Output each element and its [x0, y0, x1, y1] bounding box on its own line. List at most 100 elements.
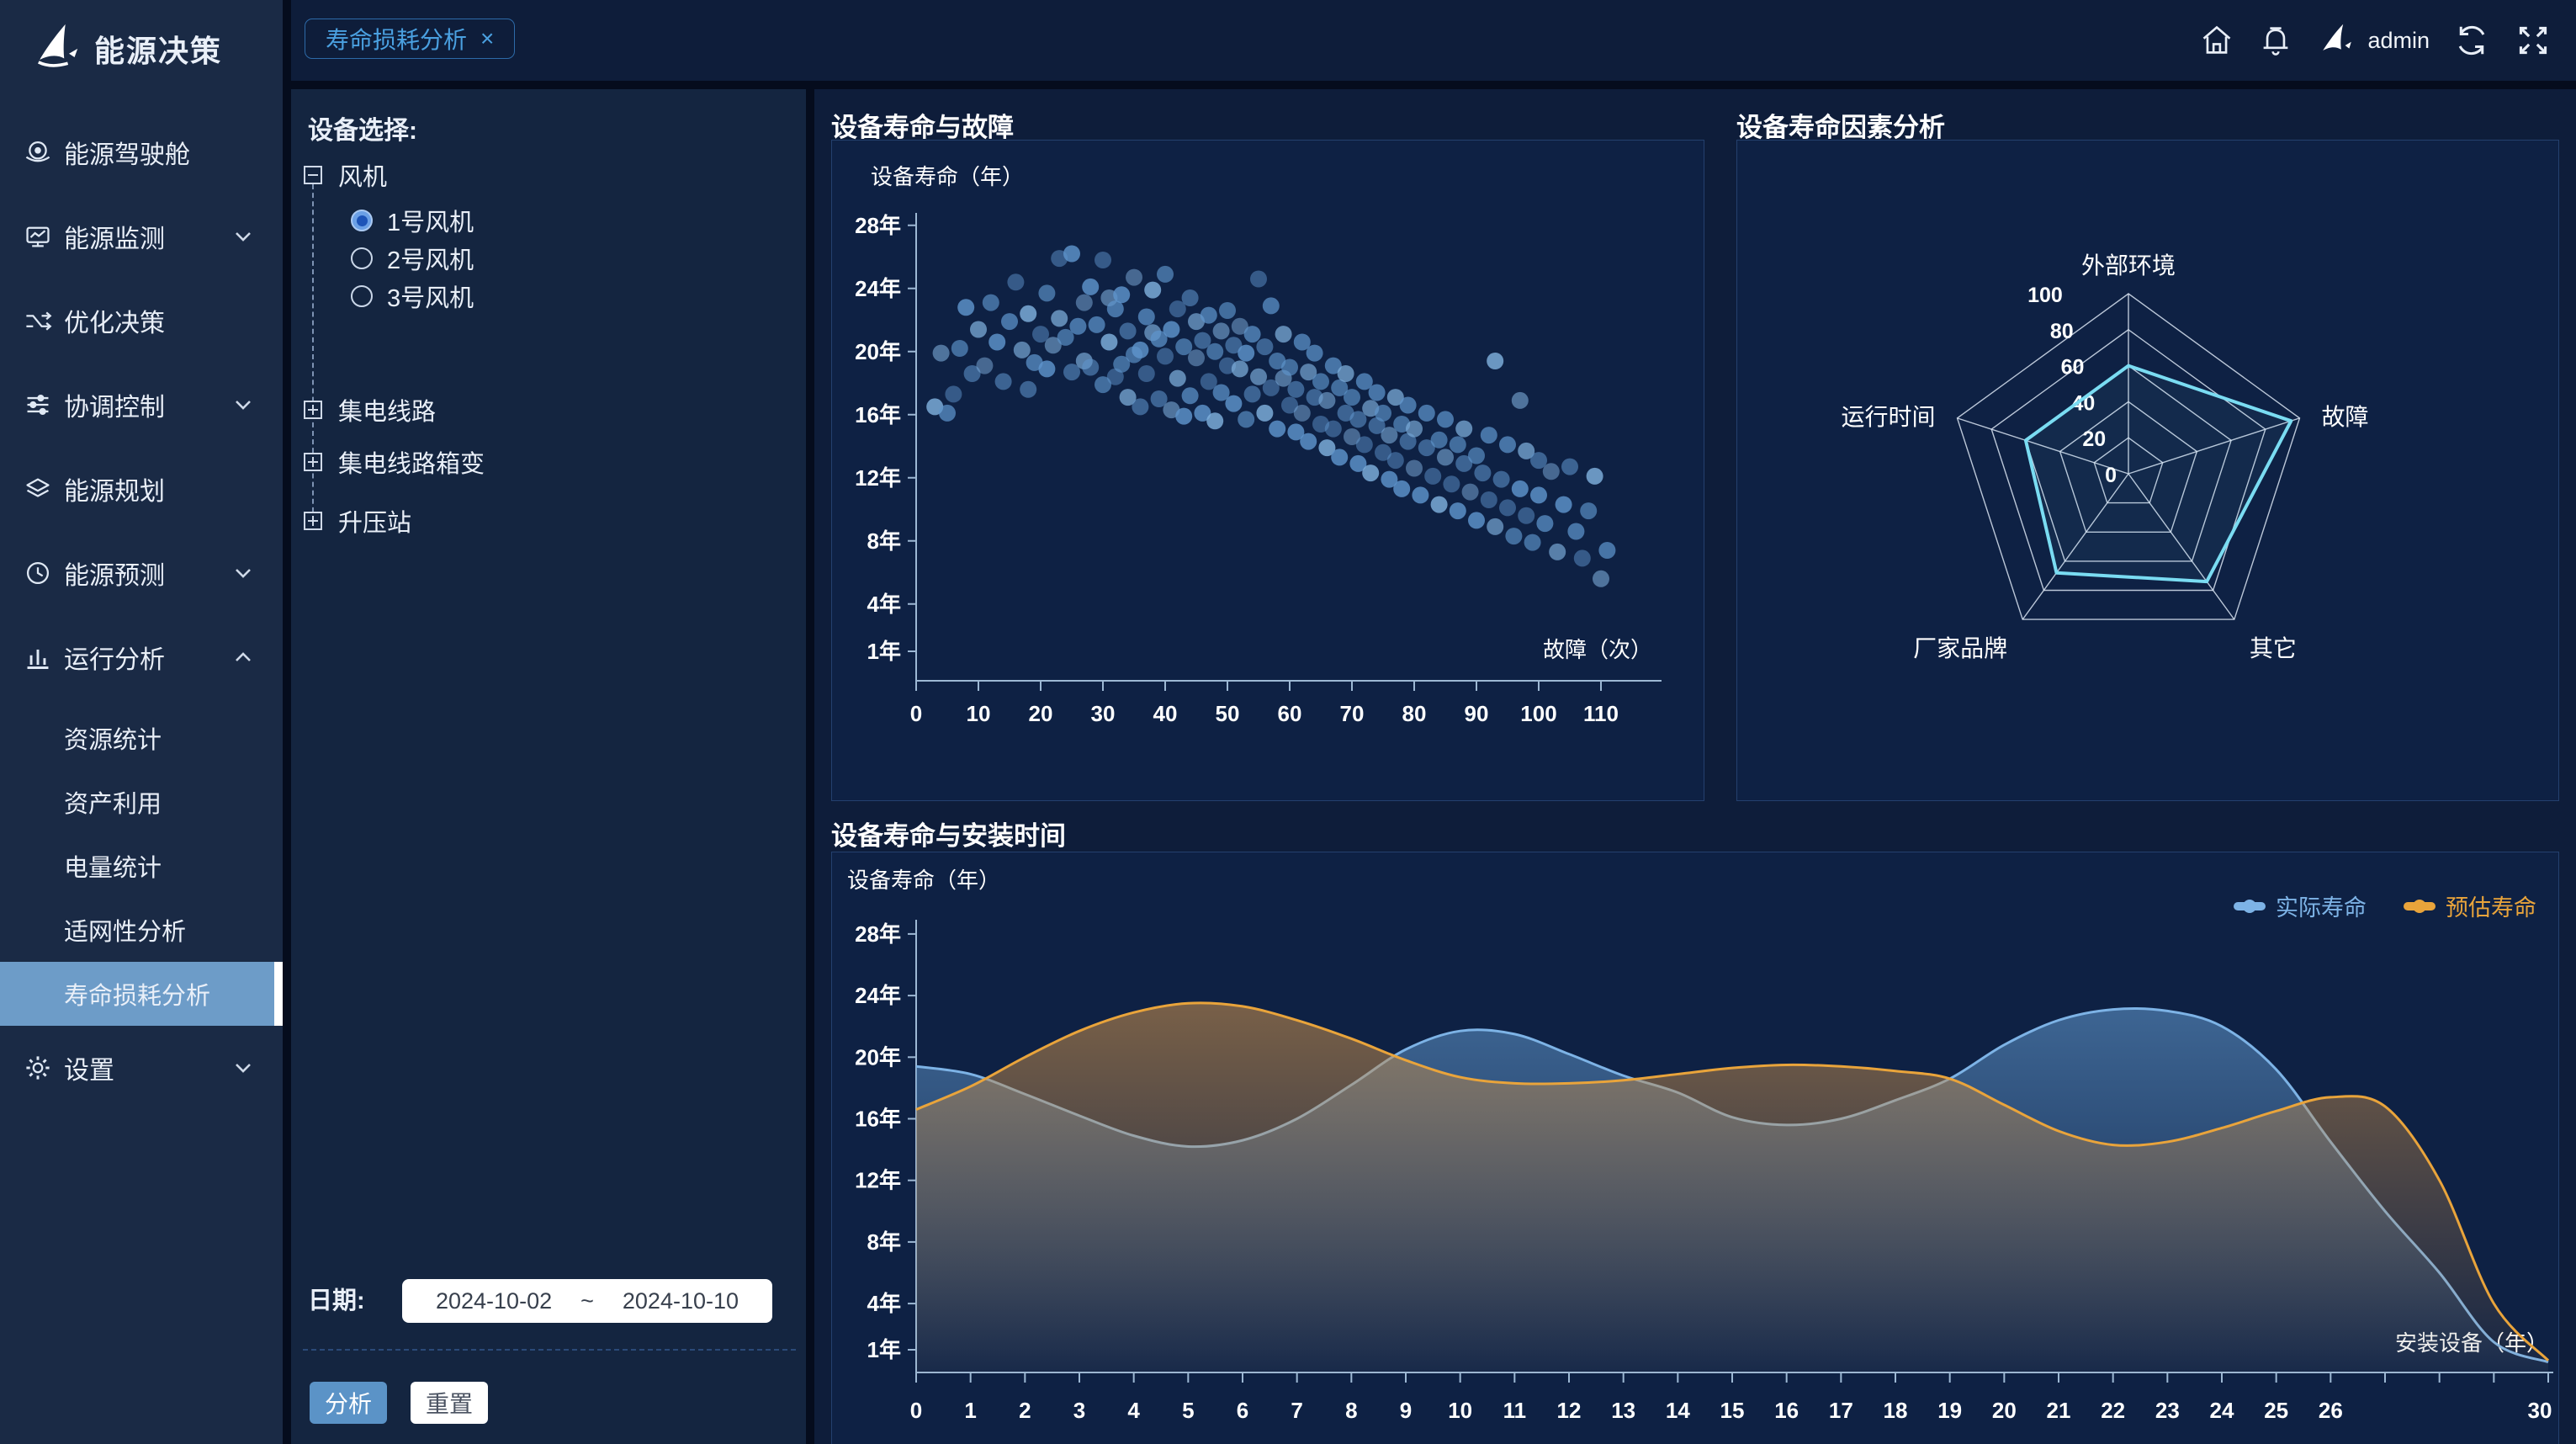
legend-item-0[interactable]: 实际寿命 [2234, 889, 2367, 922]
topbar-actions: admin [2199, 0, 2552, 81]
username[interactable]: admin [2367, 27, 2430, 53]
area-ytick: 1年 [867, 1337, 901, 1362]
area-fill-1 [916, 1002, 2548, 1372]
bell-icon[interactable] [2258, 23, 2293, 58]
sidebar-item-optimize[interactable]: 优化决策 [0, 279, 283, 363]
tree-connector-line [312, 184, 314, 521]
tree-expander-expand-icon[interactable] [304, 512, 322, 530]
layers-icon [24, 475, 52, 503]
radar-chart-svg: 020406080100外部环境故障其它厂家品牌运行时间 [1841, 252, 2369, 661]
tree-node-label[interactable]: 集电线路 [338, 399, 437, 426]
radar-data-polygon [2023, 364, 2293, 584]
tree-expander-collapse-icon[interactable] [304, 166, 322, 184]
radar-ring-label: 60 [2061, 356, 2085, 380]
radar-chart-panel: 020406080100外部环境故障其它厂家品牌运行时间 [1736, 140, 2559, 801]
area-ytick: 4年 [867, 1291, 901, 1316]
refresh-icon[interactable] [2453, 22, 2490, 59]
sidebar-subitem-grid-fit[interactable]: 适网性分析 [0, 898, 283, 962]
chevron-down-icon [234, 567, 252, 579]
legend-marker-icon [2234, 899, 2266, 913]
scatter-xtick: 30 [1091, 701, 1116, 726]
scatter-ylabel: 设备寿命（年） [871, 164, 1024, 189]
tree-expander-expand-icon[interactable] [304, 453, 322, 471]
tab-life-loss-analysis[interactable]: 寿命损耗分析 × [305, 19, 516, 59]
device-radio-row-1[interactable]: 1号风机 [291, 204, 806, 237]
chevron-down-icon [234, 399, 252, 411]
area-xtick: 2 [1019, 1398, 1031, 1423]
scatter-ytick: 12年 [855, 465, 901, 491]
gear-icon [24, 1054, 52, 1082]
device-radio-row-3[interactable]: 3号风机 [291, 279, 806, 313]
radio-label[interactable]: 2号风机 [387, 247, 474, 274]
scatter-ytick: 20年 [855, 339, 901, 364]
scatter-xtick: 20 [1029, 701, 1053, 726]
area-xtick: 26 [2319, 1398, 2343, 1423]
area-xtick: 18 [1884, 1398, 1908, 1423]
legend-item-1[interactable]: 预估寿命 [2404, 889, 2536, 922]
scatter-axes [908, 213, 1662, 691]
radio-unselected[interactable] [351, 285, 373, 307]
radar-grid [1956, 293, 2301, 620]
area-ytick: 28年 [855, 921, 901, 947]
area-xtick: 5 [1182, 1398, 1194, 1423]
area-xtick: 25 [2264, 1398, 2288, 1423]
reset-button[interactable]: 重置 [411, 1382, 488, 1424]
area-xtick: 4 [1127, 1398, 1140, 1423]
radio-label[interactable]: 3号风机 [387, 285, 474, 312]
tree-node-label[interactable]: 集电线路箱变 [338, 451, 485, 478]
sidebar-subitem-power-stats[interactable]: 电量统计 [0, 834, 283, 898]
radio-unselected[interactable] [351, 247, 373, 269]
sidebar: 能源决策 能源驾驶舱能源监测 优化决策 协调控制能源规划能源预测 运行分析资源统计资产… [0, 0, 283, 1444]
area-xtick: 24 [2210, 1398, 2234, 1423]
sidebar-subitem-asset-usage[interactable]: 资产利用 [0, 770, 283, 834]
radar-axis-label: 故障 [2322, 404, 2369, 430]
sidebar-subitem-label: 电量统计 [64, 855, 162, 882]
sidebar-item-label: 能源规划 [64, 478, 165, 506]
tree-node-collector-line[interactable]: 集电线路 [291, 393, 806, 427]
sidebar-item-forecast[interactable]: 能源预测 [0, 531, 283, 615]
area-xtick: 15 [1720, 1398, 1745, 1423]
fullscreen-icon[interactable] [2514, 21, 2552, 60]
tab-label: 寿命损耗分析 [326, 27, 468, 53]
tree-node-label[interactable]: 风机 [338, 164, 388, 191]
scatter-xtick: 0 [910, 701, 922, 726]
sidebar-item-analysis[interactable]: 运行分析 [0, 615, 283, 699]
date-label: 日期: [308, 1287, 365, 1314]
tree-node-label[interactable]: 升压站 [338, 510, 412, 537]
area-xtick: 20 [1992, 1398, 2017, 1423]
sidebar-item-cockpit[interactable]: 能源驾驶舱 [0, 110, 283, 194]
sidebar-subitem-label: 适网性分析 [64, 919, 187, 946]
date-start-value[interactable]: 2024-10-02 [435, 1287, 553, 1314]
date-end-value[interactable]: 2024-10-10 [622, 1287, 739, 1314]
sidebar-subitem-label: 资源统计 [64, 727, 162, 754]
sidebar-subitem-resource-stats[interactable]: 资源统计 [0, 706, 283, 770]
scatter-xtick: 80 [1402, 701, 1427, 726]
tree-expander-expand-icon[interactable] [304, 401, 322, 419]
sidebar-item-monitor[interactable]: 能源监测 [0, 194, 283, 279]
radar-axis-label: 厂家品牌 [1913, 635, 2007, 661]
tree-node-booster-station[interactable]: 升压站 [291, 504, 806, 538]
sidebar-subitem-life-loss[interactable]: 寿命损耗分析 [0, 962, 283, 1026]
legend-label: 预估寿命 [2446, 895, 2536, 921]
chevron-down-icon [234, 1062, 252, 1074]
device-selection-title: 设备选择: [308, 117, 417, 145]
sidebar-item-control[interactable]: 协调控制 [0, 363, 283, 447]
tree-node-fan[interactable]: 风机 [291, 158, 806, 192]
sidebar-item-label: 能源驾驶舱 [64, 141, 190, 169]
device-radio-row-2[interactable]: 2号风机 [291, 242, 806, 275]
home-icon[interactable] [2199, 23, 2234, 58]
sliders-icon [24, 390, 52, 419]
analyze-button[interactable]: 分析 [310, 1382, 387, 1424]
radio-label[interactable]: 1号风机 [387, 210, 474, 236]
tree-node-collector-box[interactable]: 集电线路箱变 [291, 445, 806, 479]
clock-icon [24, 559, 52, 587]
radio-selected[interactable] [351, 210, 373, 231]
scatter-xtick: 60 [1278, 701, 1302, 726]
date-range-input[interactable]: 2024-10-02 ~ 2024-10-10 [402, 1279, 772, 1323]
app-title: 能源决策 [94, 33, 223, 68]
brand-avatar-icon[interactable] [2317, 20, 2357, 61]
sidebar-item-planning[interactable]: 能源规划 [0, 447, 283, 531]
tab-close-icon[interactable]: × [480, 25, 495, 51]
sidebar-item-settings[interactable]: 设置 [0, 1026, 283, 1110]
device-selection-panel: 设备选择: 风机 1号风机 2号风机 3号风机集电线路集电线路箱变 升压站 日期: 20… [291, 89, 806, 1444]
